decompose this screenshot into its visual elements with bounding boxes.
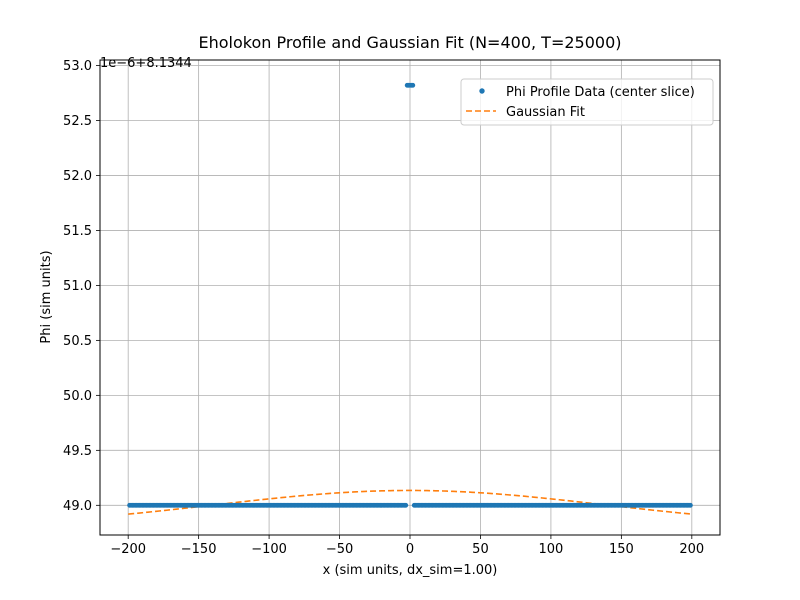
y-tick-label: 53.0 — [63, 59, 92, 74]
data-point — [688, 502, 693, 508]
x-tick-label: 200 — [679, 542, 704, 557]
data-point — [410, 82, 416, 88]
data-point — [403, 502, 409, 508]
legend-marker-data — [479, 88, 485, 94]
x-tick-label: −50 — [326, 542, 353, 557]
legend-label-fit: Gaussian Fit — [506, 105, 585, 120]
y-axis-label: Phi (sim units) — [39, 250, 54, 343]
x-tick-label: −200 — [110, 542, 146, 557]
x-tick-label: 100 — [538, 542, 563, 557]
x-axis-label: x (sim units, dx_sim=1.00) — [323, 563, 498, 578]
x-tick-label: 150 — [609, 542, 634, 557]
y-tick-label: 52.0 — [63, 169, 92, 184]
y-tick-label: 50.0 — [63, 389, 92, 404]
y-offset-label: 1e−6+8.1344 — [100, 56, 192, 71]
legend-label-data: Phi Profile Data (center slice) — [506, 85, 695, 100]
y-axis-ticks: 49.0 49.5 50.0 50.5 51.0 51.5 52.0 52.5 53.0 — [63, 59, 100, 514]
y-tick-label: 49.5 — [63, 444, 92, 459]
y-tick-label: 51.0 — [63, 279, 92, 294]
x-tick-label: −150 — [181, 542, 217, 557]
legend-box — [460, 78, 714, 126]
phi-profile-series — [127, 82, 693, 508]
chart-title: Eholokon Profile and Gaussian Fit (N=400… — [199, 33, 622, 52]
legend: Phi Profile Data (center slice) Gaussian… — [460, 78, 714, 126]
x-tick-label: 0 — [406, 542, 414, 557]
x-tick-label: −100 — [251, 542, 287, 557]
y-tick-label: 49.0 — [63, 499, 92, 514]
y-tick-label: 51.5 — [63, 224, 92, 239]
y-tick-label: 52.5 — [63, 114, 92, 129]
x-axis-ticks: −200 −150 −100 −50 0 50 100 150 200 — [110, 535, 704, 557]
x-tick-label: 50 — [472, 542, 489, 557]
y-tick-label: 50.5 — [63, 334, 92, 349]
